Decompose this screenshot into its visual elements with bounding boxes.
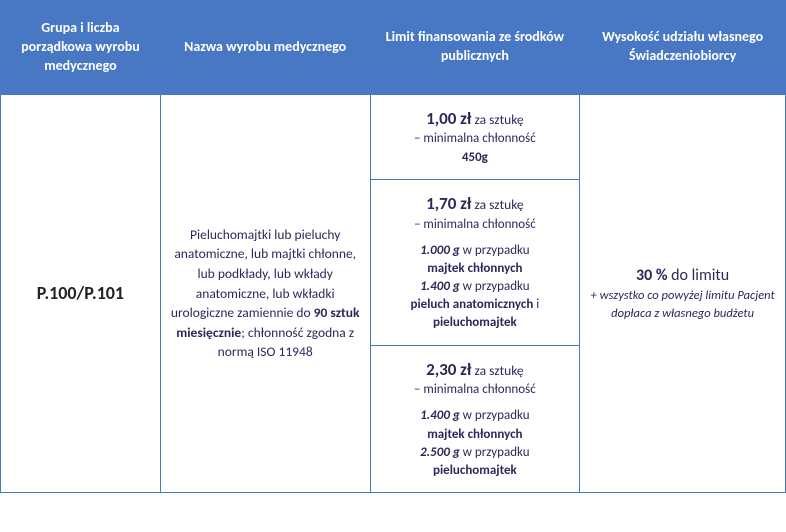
limit-bold: majtek chłonnych	[427, 261, 522, 276]
limit-line	[379, 400, 572, 408]
header-group: Grupa i liczba porządkowa wyrobu medyczn…	[1, 1, 161, 95]
group-code: P.100/P.101	[37, 282, 124, 304]
limit-price-unit: za sztukę	[471, 196, 523, 213]
header-product-name: Nazwa wyrobu medycznego	[160, 1, 370, 95]
limit-tail: w przypadku	[460, 279, 530, 294]
limit-tail: w przypadku	[460, 243, 530, 258]
limit-bold: pieluchomajtek	[433, 315, 517, 330]
share-main: 30 % do limitu	[590, 264, 775, 287]
limit-em: 1.400 g	[420, 279, 460, 294]
table-header-row: Grupa i liczba porządkowa wyrobu medyczn…	[1, 1, 786, 95]
limit-price: 1,70 zł za sztukę	[379, 192, 572, 216]
table-row: P.100/P.101 Pieluchomajtki lub pieluchy …	[1, 94, 786, 179]
limits-table: Grupa i liczba porządkowa wyrobu medyczn…	[0, 0, 786, 493]
limit-price: 1,00 zł za sztukę	[379, 107, 572, 131]
limit-line: majtek chłonnych	[379, 260, 572, 278]
product-name-cell: Pieluchomajtki lub pieluchy anatomiczne,…	[160, 94, 370, 492]
share-tail: do limitu	[668, 266, 730, 285]
limit-price-value: 2,30 zł	[426, 359, 471, 380]
limit-cell-1: 1,70 zł za sztukę– minimalna chłonność 1…	[370, 179, 580, 345]
limit-cell-0: 1,00 zł za sztukę– minimalna chłonność45…	[370, 94, 580, 179]
limit-price: 2,30 zł za sztukę	[379, 358, 572, 382]
limit-bold: pieluchomajtek	[433, 463, 517, 478]
limit-price-unit: za sztukę	[471, 362, 523, 379]
limit-bold: majtek chłonnych	[427, 427, 522, 442]
limit-cell-2: 2,30 zł za sztukę– minimalna chłonność 1…	[370, 345, 580, 493]
limit-line: majtek chłonnych	[379, 426, 572, 444]
limit-tail: i	[533, 297, 539, 312]
limit-line	[379, 234, 572, 242]
limit-em: 1.000 g	[420, 243, 460, 258]
header-share: Wysokość udziału własnego Świadczeniobio…	[580, 1, 786, 95]
header-limit: Limit finansowania ze środków publicznyc…	[370, 1, 580, 95]
limit-line: 1.400 g w przypadku	[379, 278, 572, 296]
limit-price-unit: za sztukę	[471, 111, 523, 128]
limit-price-value: 1,70 zł	[426, 193, 471, 214]
limit-tail: w przypadku	[460, 445, 530, 460]
share-note: + wszystko co powyżej limitu Pacjent dop…	[590, 287, 775, 323]
share-percent: 30 %	[636, 266, 668, 285]
limit-line: 1.400 g w przypadku	[379, 407, 572, 425]
limit-line: pieluch anatomicznych i	[379, 296, 572, 314]
limit-bold: pieluch anatomicznych	[410, 297, 533, 312]
limit-tail: w przypadku	[460, 408, 530, 423]
limit-line: pieluchomajtek	[379, 462, 572, 480]
limit-line: pieluchomajtek	[379, 314, 572, 332]
limit-line: 1.000 g w przypadku	[379, 242, 572, 260]
limit-line: 450g	[379, 149, 572, 167]
group-code-cell: P.100/P.101	[1, 94, 161, 492]
limit-bold: 450g	[462, 150, 488, 165]
limit-line: 2.500 g w przypadku	[379, 444, 572, 462]
limit-em: 1.400 g	[420, 408, 460, 423]
limit-line: – minimalna chłonność	[379, 130, 572, 148]
limit-em: 2.500 g	[420, 445, 460, 460]
share-cell: 30 % do limitu + wszystko co powyżej lim…	[580, 94, 786, 492]
limit-price-value: 1,00 zł	[426, 108, 471, 129]
